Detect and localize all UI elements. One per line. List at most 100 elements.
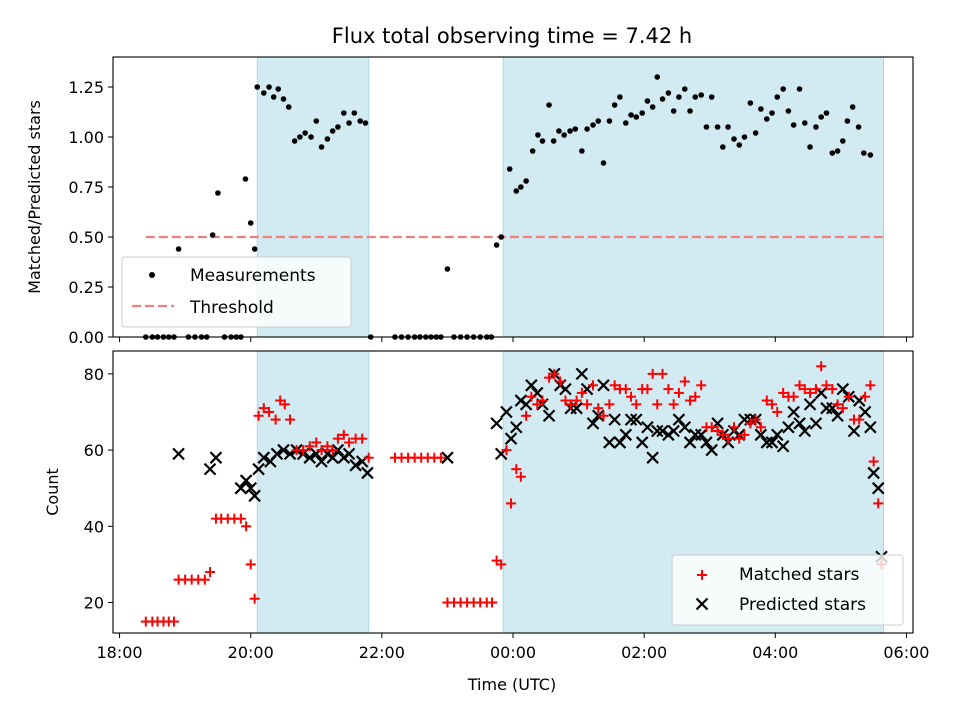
measurement-point [523,178,529,184]
predicted-star-point [798,424,812,438]
measurement-point [818,114,824,120]
measurement-point [513,188,520,194]
matched-star-point [685,395,696,406]
measurement-point [595,118,602,124]
predicted-star-point [277,443,290,457]
predicted-star-point [809,417,823,430]
measurement-point [708,94,715,100]
measurement-point [617,94,623,100]
matched-star-point [298,445,309,456]
matched-star-point [598,410,609,421]
predicted-star-point [234,481,248,495]
ratio-ytick-label: 0.75 [68,178,104,197]
ratio-ytick-label: 1.25 [68,78,104,97]
measurement-point [840,138,846,144]
measurement-point [318,144,325,150]
ratio-ytick-label: 1.00 [68,128,104,147]
predicted-star-point [172,447,185,461]
matched-star-point [750,414,761,425]
ratio-ytick-label: 0.00 [68,328,104,347]
measurement-point [600,160,607,166]
predicted-star-point [203,462,217,476]
measurement-point [682,86,688,92]
measurement-point [628,112,634,118]
measurement-point [763,116,770,122]
count-ytick-label: 40 [84,517,104,536]
measurement-point [752,130,759,136]
predicted-star-point [867,466,880,480]
predicted-star-point [244,481,257,495]
measurement-point [351,110,358,116]
matched-star-point [696,380,707,391]
predicted-star-point [656,424,669,438]
matched-star-point [521,410,532,421]
measurement-point [687,108,693,114]
ratio-observing-window-1 [502,56,884,338]
predicted-star-point [504,432,518,445]
matched-star-point [515,471,526,482]
matched-star-point [511,464,522,475]
measurement-point [539,138,546,144]
predicted-star-point [630,413,643,426]
matched-star-point [285,414,296,425]
measurement-point [546,102,552,108]
measurement-point [606,118,613,124]
measurement-point [844,118,851,124]
measurement-point [736,142,743,148]
matched-star-point [657,368,668,379]
ratio-ylabel: Matched/Predicted stars [25,100,44,294]
matched-star-point [537,395,548,406]
measurement-point [649,104,656,110]
matched-star-point [739,429,750,440]
measurement-point [829,150,836,156]
predicted-star-point [635,436,649,449]
matched-star-point [673,387,684,398]
measurement-point [357,118,364,124]
predicted-star-point [490,417,503,430]
measurement-point [579,148,585,154]
matched-star-point [576,387,587,398]
matched-star-point [571,395,582,406]
measurement-point [285,104,292,110]
matched-star-point [199,574,210,585]
predicted-star-point [239,474,253,487]
measurement-point [659,96,666,102]
measurement-point [529,148,536,154]
predicted-star-point [586,417,600,430]
xtick-label: 02:00 [621,643,667,662]
predicted-star-point [591,409,605,423]
matched-star-point [788,391,799,402]
matched-star-point [821,380,832,391]
predicted-star-point [803,398,817,411]
predicted-star-point [831,409,844,423]
measurement-point [275,86,282,92]
legend-predicted-glyph [695,597,709,611]
predicted-star-point [678,420,692,434]
matched-star-point [279,399,290,410]
predicted-star-point [500,405,513,419]
measurement-point [498,234,504,240]
measurement-point [676,94,682,100]
matched-star-point [270,414,281,425]
matched-star-point [549,368,560,379]
matched-star-point [258,403,269,414]
measurement-point [861,150,867,156]
matched-star-point [772,406,783,417]
matched-star-point [668,399,679,410]
matched-star-point [620,384,631,395]
predicted-star-point [209,451,223,464]
predicted-star-point [542,409,556,423]
matched-star-point [526,391,537,402]
measurement-point [720,144,726,150]
measurement-point [209,232,216,238]
xtick-label: 04:00 [752,643,798,662]
matched-star-point [565,399,576,410]
predicted-star-point [770,428,784,442]
matched-star-point [794,380,805,391]
matched-star-point [435,452,446,463]
measurement-point [665,90,672,96]
measurement-point [823,110,830,116]
measurement-point [506,166,513,172]
matched-star-point [843,391,854,402]
measurement-point [308,134,314,140]
